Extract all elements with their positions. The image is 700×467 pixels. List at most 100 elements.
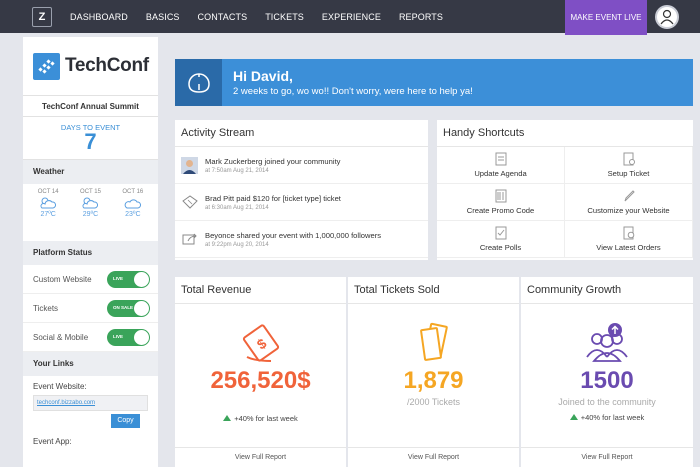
community-growth-value: 1500 xyxy=(580,367,634,394)
nav-experience[interactable]: EXPERIENCE xyxy=(321,11,381,22)
shortcut-customize-website[interactable]: Customize your Website xyxy=(565,184,693,221)
app-logo[interactable]: Z xyxy=(32,6,52,27)
orders-icon xyxy=(623,226,634,240)
community-growth-title: Community Growth xyxy=(521,277,693,304)
status-label: Social & Mobile xyxy=(33,332,89,342)
weather-date: OCT 14 xyxy=(37,189,59,195)
weather-date: OCT 16 xyxy=(122,189,144,195)
total-tickets-panel: Total Tickets Sold 1,879 /2000 Tickets V… xyxy=(348,277,519,467)
sun-cloud-icon xyxy=(40,197,57,209)
tickets-sold-value: 1,879 xyxy=(403,367,464,394)
toggle-knob xyxy=(134,300,149,316)
your-links-heading: Your Links xyxy=(23,352,158,376)
social-mobile-toggle[interactable]: LIVE xyxy=(107,328,150,346)
event-name: TechConf Annual Summit xyxy=(23,96,158,117)
community-icon xyxy=(521,321,693,365)
days-to-event: DAYS TO EVENT 7 xyxy=(23,117,158,160)
event-website-link[interactable]: techconf.bizzabo.com xyxy=(33,395,148,411)
weather-day: OCT 16 23ºC xyxy=(115,189,150,241)
status-label: Tickets xyxy=(33,303,59,313)
toggle-label: ON SALE xyxy=(113,304,134,310)
pencil-icon xyxy=(624,190,635,202)
community-growth-panel: Community Growth 1500 Joined to the comm… xyxy=(521,277,693,467)
tickets-capacity: /2000 Tickets xyxy=(406,397,461,407)
community-full-report-link[interactable]: View Full Report xyxy=(521,447,693,467)
sun-cloud-icon xyxy=(83,197,99,209)
sidebar: TechConf TechConf Annual Summit DAYS TO … xyxy=(23,37,158,467)
shortcut-update-agenda[interactable]: Update Agenda xyxy=(437,147,565,184)
community-trend: +40% for last week xyxy=(521,413,693,422)
copy-button[interactable]: Copy xyxy=(111,414,140,428)
toggle-label: LIVE xyxy=(113,333,124,339)
barcode-icon xyxy=(495,189,506,203)
svg-text:$: $ xyxy=(253,335,269,353)
share-icon xyxy=(181,231,198,248)
shortcut-view-latest-orders[interactable]: View Latest Orders xyxy=(565,221,693,258)
shortcut-label: Create Polls xyxy=(479,243,522,252)
nav-reports[interactable]: REPORTS xyxy=(398,11,443,22)
greeting-title: Hi David, xyxy=(233,68,293,84)
ticket-icon xyxy=(181,194,198,211)
links-section: Event Website: techconf.bizzabo.com xyxy=(23,376,158,411)
activity-time: at 7:50am Aug 21, 2014 xyxy=(205,167,269,174)
activity-item[interactable]: Brad Pitt paid $120 for [ticket type] ti… xyxy=(175,184,428,221)
activity-stream-panel: Activity Stream Mark Zuckerberg joined y… xyxy=(175,120,428,260)
revenue-trend: +40% for last week xyxy=(175,414,346,423)
trend-up-icon xyxy=(569,414,578,420)
nav-tickets[interactable]: TICKETS xyxy=(265,11,304,22)
toggle-knob xyxy=(134,329,149,345)
event-website-label: Event Website: xyxy=(33,382,87,391)
money-icon: $ xyxy=(175,321,346,365)
platform-status-heading: Platform Status xyxy=(23,241,158,265)
activity-text: Beyonce shared your event with 1,000,000… xyxy=(205,230,382,240)
toggle-knob xyxy=(134,271,149,287)
weather-heading: Weather xyxy=(23,160,158,184)
nav-basics[interactable]: BASICS xyxy=(145,11,180,22)
status-row-social-mobile: Social & Mobile LIVE xyxy=(23,323,158,352)
welcome-banner: Hi David, 2 weeks to go, wo wo!! Don't w… xyxy=(175,59,693,106)
handy-shortcuts-title: Handy Shortcuts xyxy=(437,120,693,147)
techconf-logo-icon xyxy=(33,52,60,80)
trend-text: +40% for last week xyxy=(580,413,645,422)
community-growth-caption: Joined to the community xyxy=(558,397,656,407)
tickets-icon xyxy=(348,321,519,365)
total-revenue-panel: Total Revenue $ 256,520$ +40% for last w… xyxy=(175,277,346,467)
weather-temp: 29ºC xyxy=(82,211,99,218)
status-row-tickets: Tickets ON SALE xyxy=(23,294,158,323)
custom-website-toggle[interactable]: LIVE xyxy=(107,270,150,288)
tickets-full-report-link[interactable]: View Full Report xyxy=(348,447,519,467)
weather-temp: 23ºC xyxy=(125,211,141,218)
days-to-event-label: DAYS TO EVENT xyxy=(60,123,121,132)
activity-time: at 6:30am Aug 21, 2014 xyxy=(205,204,269,211)
status-row-custom-website: Custom Website LIVE xyxy=(23,265,158,294)
user-avatar[interactable] xyxy=(655,5,679,29)
event-app-label: Event App: xyxy=(33,437,72,446)
weather-date: OCT 15 xyxy=(80,189,101,195)
tickets-toggle[interactable]: ON SALE xyxy=(107,299,150,317)
weather-forecast: OCT 14 27ºC OCT 15 29ºC OCT 16 23ºC xyxy=(23,184,158,241)
shortcut-setup-ticket[interactable]: Setup Ticket xyxy=(565,147,693,184)
activity-stream-title: Activity Stream xyxy=(175,120,428,147)
weather-day: OCT 15 29ºC xyxy=(73,189,108,241)
revenue-full-report-link[interactable]: View Full Report xyxy=(175,447,346,467)
shortcut-label: Customize your Website xyxy=(587,206,670,215)
make-event-live-button[interactable]: MAKE EVENT LIVE xyxy=(565,0,647,35)
nav-contacts[interactable]: CONTACTS xyxy=(197,11,248,22)
brand-name: TechConf xyxy=(65,55,149,76)
handy-shortcuts-panel: Handy Shortcuts Update Agenda Setup Tick… xyxy=(437,120,693,260)
toggle-label: LIVE xyxy=(113,275,124,281)
nav-dashboard[interactable]: DASHBOARD xyxy=(70,11,128,22)
activity-item[interactable]: Beyonce shared your event with 1,000,000… xyxy=(175,221,428,258)
trend-up-icon xyxy=(223,415,232,421)
shortcut-label: Setup Ticket xyxy=(607,169,650,178)
weather-day: OCT 14 27ºC xyxy=(31,189,66,241)
shortcut-create-polls[interactable]: Create Polls xyxy=(437,221,565,258)
cloud-icon xyxy=(124,199,141,209)
shortcut-label: Update Agenda xyxy=(474,169,527,178)
activity-text: Brad Pitt paid $120 for [ticket type] ti… xyxy=(205,193,341,203)
shortcut-create-promo-code[interactable]: Create Promo Code xyxy=(437,184,565,221)
activity-item[interactable]: Mark Zuckerberg joined your community at… xyxy=(175,147,428,184)
trend-text: +40% for last week xyxy=(234,414,298,423)
poll-icon xyxy=(495,226,506,240)
activity-text: Mark Zuckerberg joined your community xyxy=(205,156,341,166)
